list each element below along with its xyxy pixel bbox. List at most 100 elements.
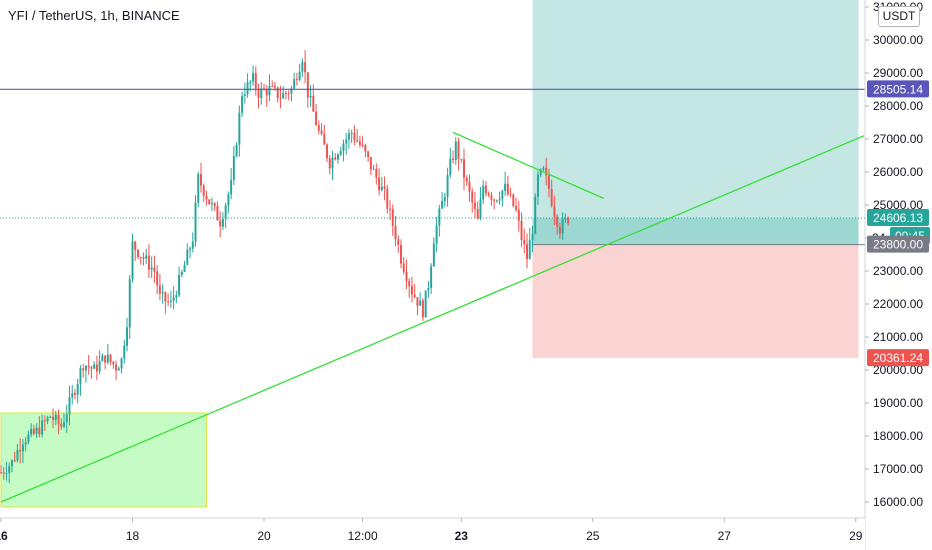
- candle-body: [169, 300, 172, 302]
- candle-body: [106, 354, 109, 363]
- candle-body: [400, 244, 402, 264]
- candle-body: [506, 183, 509, 195]
- candle-body: [219, 220, 222, 227]
- candle-body: [284, 92, 287, 94]
- x-tick-label: 23: [455, 529, 469, 543]
- candle-body: [328, 158, 331, 169]
- candle-body: [312, 95, 315, 112]
- candle-body: [254, 73, 257, 89]
- candle-body: [361, 144, 364, 146]
- candle-body: [449, 158, 452, 176]
- candle-body: [457, 141, 460, 159]
- candle-body: [167, 301, 170, 303]
- candle-body: [120, 358, 123, 369]
- candle-body: [238, 112, 241, 145]
- y-tick-label: 26000.00: [873, 165, 923, 179]
- candle-body: [353, 132, 356, 140]
- candle-body: [5, 473, 8, 475]
- candle-body: [109, 354, 112, 362]
- price-label-bg: [867, 80, 929, 98]
- x-tick-label: 12:00: [348, 529, 378, 543]
- candle-body: [134, 241, 137, 250]
- candle-body: [427, 287, 430, 291]
- candle-body: [112, 361, 115, 365]
- candle-body: [293, 79, 296, 89]
- candle-body: [378, 177, 381, 191]
- candle-body: [490, 195, 493, 200]
- candle-body: [246, 82, 249, 95]
- candle-body: [265, 89, 268, 96]
- candle-body: [526, 244, 529, 260]
- candle-body: [334, 157, 337, 160]
- candle-body: [323, 133, 326, 145]
- candle-body: [2, 472, 5, 474]
- y-tick-label: 30000.00: [873, 33, 923, 47]
- candle-body: [301, 62, 304, 72]
- candle-body: [405, 271, 408, 282]
- x-tick-label: 16: [0, 529, 8, 543]
- candle-body: [315, 111, 318, 126]
- candle-body: [495, 200, 498, 202]
- candle-body: [383, 186, 386, 189]
- candle-body: [482, 185, 485, 200]
- y-tick-label: 22000.00: [873, 297, 923, 311]
- candle-body: [290, 88, 293, 94]
- candle-body: [336, 154, 339, 160]
- candle-body: [356, 139, 359, 142]
- candle-body: [465, 177, 468, 182]
- candle-body: [389, 208, 392, 210]
- candle-body: [350, 132, 353, 134]
- candle-body: [21, 444, 24, 452]
- candle-body: [504, 183, 507, 191]
- candle-body: [271, 85, 274, 87]
- candle-body: [331, 157, 334, 169]
- candle-body: [528, 240, 531, 260]
- candle-body: [471, 191, 474, 203]
- candle-body: [41, 420, 44, 435]
- candle-body: [221, 218, 224, 227]
- candle-body: [76, 383, 79, 395]
- candle-body: [82, 368, 85, 371]
- candle-body: [391, 209, 394, 226]
- candle-body: [252, 73, 255, 82]
- candle-body: [73, 392, 76, 395]
- candle-body: [345, 139, 348, 144]
- x-tick-label: 18: [126, 529, 140, 543]
- candle-body: [558, 226, 561, 234]
- candle-body: [145, 255, 148, 259]
- candle-body: [60, 423, 63, 427]
- candle-body: [441, 201, 444, 209]
- candle-body: [43, 420, 46, 422]
- candle-body: [104, 355, 107, 363]
- candle-body: [65, 414, 68, 423]
- candle-body: [117, 368, 120, 371]
- x-tick-label: 29: [849, 529, 863, 543]
- candle-body: [213, 203, 216, 207]
- candle-body: [460, 158, 463, 160]
- candle-body: [123, 345, 126, 359]
- candle-body: [542, 167, 545, 170]
- candle-body: [98, 361, 101, 372]
- x-tick-label: 20: [257, 529, 271, 543]
- candle-body: [547, 175, 550, 189]
- y-tick-label: 28000.00: [873, 99, 923, 113]
- descending-trendline: [452, 131, 604, 199]
- candle-body: [128, 279, 131, 328]
- candle-body: [536, 174, 539, 197]
- currency-button[interactable]: USDT: [878, 6, 920, 27]
- candle-body: [115, 364, 118, 371]
- candle-body: [539, 169, 542, 175]
- candle-body: [402, 263, 405, 272]
- candle-body: [156, 271, 159, 286]
- candle-body: [13, 460, 16, 462]
- candle-body: [517, 209, 520, 221]
- candle-body: [178, 274, 181, 296]
- candle-body: [430, 266, 433, 288]
- candle-body: [564, 217, 567, 220]
- candle-body: [287, 93, 290, 95]
- price-label-bg: [867, 349, 929, 367]
- candle-body: [200, 174, 202, 186]
- candle-body: [394, 225, 397, 240]
- y-tick-label: 17000.00: [873, 462, 923, 476]
